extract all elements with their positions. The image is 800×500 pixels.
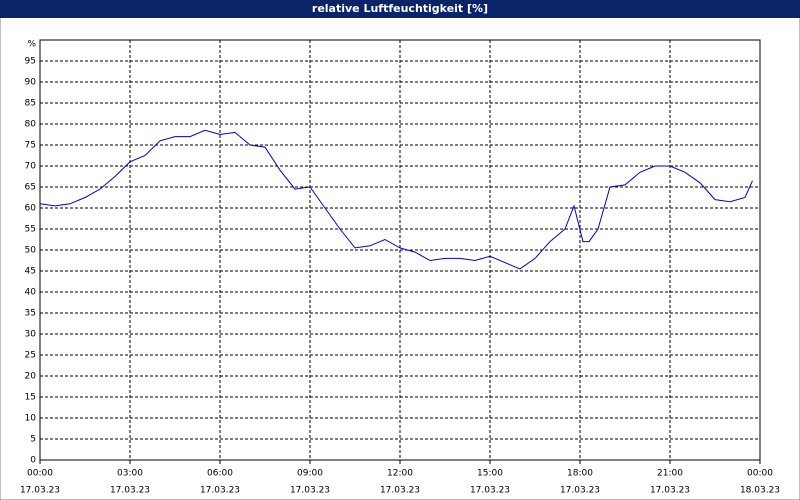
- y-tick-label: 85: [25, 99, 36, 109]
- y-tick-label: 35: [25, 309, 36, 319]
- y-tick-label: 10: [25, 414, 37, 424]
- title-bar: [0, 0, 800, 18]
- chart-title: relative Luftfeuchtigkeit [%]: [312, 2, 488, 15]
- y-tick-label: 20: [25, 372, 37, 382]
- x-tick-label: 09:00: [297, 469, 323, 479]
- y-unit-label: %: [27, 40, 36, 50]
- y-tick-label: 45: [25, 267, 36, 277]
- x-tick-date: 17.03.23: [200, 486, 240, 496]
- y-tick-label: 50: [25, 246, 37, 256]
- x-tick-date: 17.03.23: [470, 486, 510, 496]
- y-tick-label: 15: [25, 393, 36, 403]
- line: [39, 129, 753, 270]
- y-tick-label: 70: [25, 162, 37, 172]
- y-tick-label: 80: [25, 120, 37, 130]
- y-tick-label: 60: [25, 204, 37, 214]
- y-tick-label: 5: [30, 435, 36, 445]
- x-tick-date: 17.03.23: [20, 486, 60, 496]
- y-tick-label: 0: [30, 456, 36, 466]
- x-tick-date: 17.03.23: [110, 486, 150, 496]
- y-tick-label: 40: [25, 288, 37, 298]
- x-tick-label: 12:00: [387, 469, 413, 479]
- x-tick-label: 06:00: [207, 469, 233, 479]
- y-tick-label: 75: [25, 141, 36, 151]
- x-tick-date: 17.03.23: [560, 486, 600, 496]
- x-tick-label: 03:00: [117, 469, 143, 479]
- x-tick-label: 00:00: [27, 469, 53, 479]
- y-tick-label: 65: [25, 183, 36, 193]
- y-tick-label: 90: [25, 78, 37, 88]
- y-tick-label: 30: [25, 330, 37, 340]
- x-tick-date: 17.03.23: [380, 486, 420, 496]
- x-tick-label: 18:00: [567, 469, 593, 479]
- y-tick-label: 25: [25, 351, 36, 361]
- x-tick-date: 17.03.23: [290, 486, 330, 496]
- x-tick-date: 18.03.23: [740, 486, 780, 496]
- x-tick-label: 21:00: [657, 469, 683, 479]
- x-tick-date: 17.03.23: [650, 486, 690, 496]
- x-tick-label: 00:00: [747, 469, 773, 479]
- y-tick-label: 55: [25, 225, 36, 235]
- y-tick-label: 95: [25, 57, 36, 67]
- x-tick-label: 15:00: [477, 469, 503, 479]
